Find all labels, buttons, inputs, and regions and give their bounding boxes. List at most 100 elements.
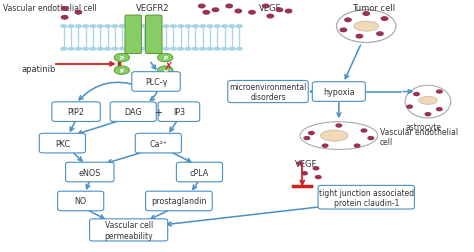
Ellipse shape xyxy=(300,122,378,150)
Circle shape xyxy=(148,25,155,29)
Circle shape xyxy=(414,93,419,96)
FancyBboxPatch shape xyxy=(228,81,308,103)
Circle shape xyxy=(97,48,104,52)
Circle shape xyxy=(361,130,367,133)
Circle shape xyxy=(62,16,68,20)
Circle shape xyxy=(126,25,133,29)
Circle shape xyxy=(199,48,206,52)
Circle shape xyxy=(111,25,118,29)
Ellipse shape xyxy=(320,131,348,142)
Text: astrocyte: astrocyte xyxy=(405,122,441,131)
Circle shape xyxy=(75,48,82,52)
Circle shape xyxy=(191,48,199,52)
Text: Vascular endothelial cell: Vascular endothelial cell xyxy=(3,5,97,13)
Circle shape xyxy=(221,48,228,52)
Circle shape xyxy=(381,18,388,21)
FancyBboxPatch shape xyxy=(146,16,162,54)
Circle shape xyxy=(206,48,214,52)
Circle shape xyxy=(118,48,126,52)
Circle shape xyxy=(75,25,82,29)
Circle shape xyxy=(157,67,173,75)
Circle shape xyxy=(177,25,184,29)
Circle shape xyxy=(437,108,442,111)
Ellipse shape xyxy=(337,11,396,43)
Circle shape xyxy=(75,12,82,15)
Circle shape xyxy=(140,25,148,29)
Circle shape xyxy=(363,13,369,16)
Text: VEGF: VEGF xyxy=(259,5,281,13)
Circle shape xyxy=(97,25,104,29)
Text: +: + xyxy=(155,107,162,117)
Circle shape xyxy=(184,25,191,29)
Circle shape xyxy=(368,137,374,140)
Text: Vascular endothelial
cell: Vascular endothelial cell xyxy=(380,127,458,147)
Text: Tumor cell: Tumor cell xyxy=(353,5,396,13)
Circle shape xyxy=(407,106,412,109)
Ellipse shape xyxy=(419,97,437,105)
Circle shape xyxy=(355,145,360,148)
Text: DAG: DAG xyxy=(124,108,142,117)
FancyBboxPatch shape xyxy=(176,163,222,182)
Circle shape xyxy=(228,48,236,52)
Circle shape xyxy=(126,48,133,52)
Text: eNOS: eNOS xyxy=(79,168,101,177)
Circle shape xyxy=(111,48,118,52)
FancyBboxPatch shape xyxy=(125,16,141,54)
Circle shape xyxy=(114,54,129,62)
Text: hypoxia: hypoxia xyxy=(323,88,355,97)
Circle shape xyxy=(89,25,97,29)
Circle shape xyxy=(148,48,155,52)
Circle shape xyxy=(163,25,170,29)
Circle shape xyxy=(297,162,303,165)
FancyBboxPatch shape xyxy=(158,103,200,122)
Text: Ca²⁺: Ca²⁺ xyxy=(149,139,167,148)
Circle shape xyxy=(285,10,292,14)
Text: PKC: PKC xyxy=(55,139,70,148)
Circle shape xyxy=(313,167,319,170)
Text: P: P xyxy=(120,56,124,61)
Circle shape xyxy=(191,25,199,29)
Circle shape xyxy=(60,48,67,52)
FancyBboxPatch shape xyxy=(318,186,414,209)
Circle shape xyxy=(226,5,232,9)
Text: PLC-γ: PLC-γ xyxy=(145,78,167,87)
Circle shape xyxy=(140,48,148,52)
FancyBboxPatch shape xyxy=(312,82,365,102)
Circle shape xyxy=(377,33,383,36)
Circle shape xyxy=(437,91,442,94)
Circle shape xyxy=(340,29,346,33)
Text: P: P xyxy=(163,68,167,73)
Text: VEGFR2: VEGFR2 xyxy=(136,5,169,13)
Circle shape xyxy=(170,25,177,29)
Circle shape xyxy=(214,25,221,29)
Circle shape xyxy=(267,15,273,19)
Circle shape xyxy=(60,25,67,29)
Text: IP3: IP3 xyxy=(173,108,185,117)
Text: microenvironmental
disorders: microenvironmental disorders xyxy=(229,82,307,102)
Ellipse shape xyxy=(405,86,451,118)
Circle shape xyxy=(82,25,89,29)
Circle shape xyxy=(276,9,283,12)
FancyBboxPatch shape xyxy=(146,192,212,211)
Circle shape xyxy=(214,48,221,52)
Circle shape xyxy=(177,48,184,52)
Text: NO: NO xyxy=(74,197,87,206)
FancyBboxPatch shape xyxy=(57,192,104,211)
Text: PIP2: PIP2 xyxy=(68,108,84,117)
Circle shape xyxy=(155,48,163,52)
Circle shape xyxy=(336,124,342,128)
Circle shape xyxy=(425,113,431,116)
Circle shape xyxy=(212,9,219,12)
Circle shape xyxy=(316,176,321,179)
Circle shape xyxy=(133,25,140,29)
Circle shape xyxy=(114,67,129,75)
Text: apatinib: apatinib xyxy=(21,65,55,74)
Circle shape xyxy=(155,25,163,29)
Circle shape xyxy=(263,5,269,9)
Text: prostaglandin: prostaglandin xyxy=(151,197,207,206)
Circle shape xyxy=(236,25,243,29)
Circle shape xyxy=(203,12,210,15)
Circle shape xyxy=(235,10,241,14)
Circle shape xyxy=(157,54,173,62)
Circle shape xyxy=(133,48,140,52)
